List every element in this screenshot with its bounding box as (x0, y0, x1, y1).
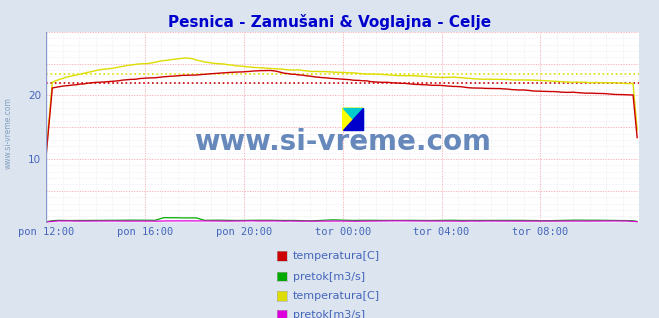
Text: www.si-vreme.com: www.si-vreme.com (4, 98, 13, 169)
Polygon shape (343, 108, 363, 130)
Text: www.si-vreme.com: www.si-vreme.com (194, 128, 491, 156)
Text: Pesnica - Zamušani & Voglajna - Celje: Pesnica - Zamušani & Voglajna - Celje (168, 14, 491, 30)
Text: pretok[m3/s]: pretok[m3/s] (293, 310, 364, 318)
Polygon shape (343, 108, 363, 130)
Text: temperatura[C]: temperatura[C] (293, 291, 380, 301)
Text: temperatura[C]: temperatura[C] (293, 251, 380, 261)
Polygon shape (343, 108, 363, 130)
Text: pretok[m3/s]: pretok[m3/s] (293, 272, 364, 282)
